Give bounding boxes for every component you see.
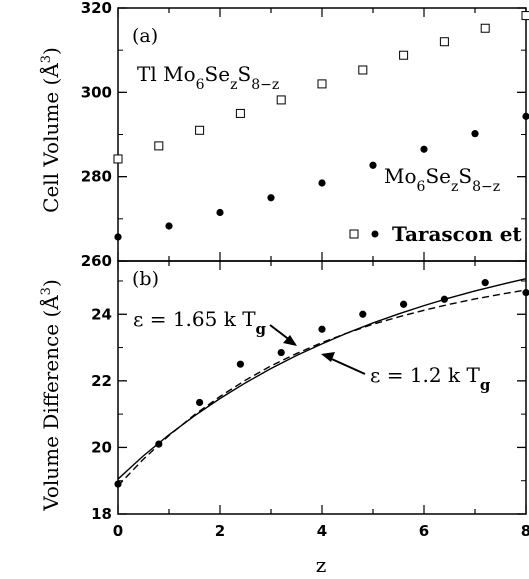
point-b-0-6 bbox=[359, 310, 367, 318]
x-tick-label-4: 8 bbox=[521, 522, 529, 540]
x-tick-label-1: 2 bbox=[215, 522, 225, 540]
panel-a-label: (a) bbox=[132, 25, 158, 47]
point-a-0-7 bbox=[399, 50, 409, 60]
point-a-0-4 bbox=[276, 95, 286, 105]
arrowhead-eps-1-65 bbox=[283, 335, 297, 346]
tl-compound-label: Tl Mo6SezS8−z bbox=[137, 62, 279, 93]
legend-label-tarascon: Tarascon et al. bbox=[392, 222, 529, 246]
panel-b-frame bbox=[117, 260, 527, 515]
legend: Tarascon et al. bbox=[349, 222, 529, 246]
curve-b-2 bbox=[117, 289, 527, 487]
x-tick-label-3: 6 bbox=[419, 522, 429, 540]
y-tick-label-a-3: 320 bbox=[81, 0, 112, 17]
point-a-1-5 bbox=[369, 161, 377, 169]
panel-b-marks bbox=[114, 277, 529, 488]
panel-a-ticks: 260 280 300 320 bbox=[81, 0, 527, 270]
point-a-1-6 bbox=[420, 145, 428, 153]
point-a-0-3 bbox=[235, 108, 245, 118]
point-a-1-0 bbox=[114, 233, 122, 241]
point-b-0-3 bbox=[236, 360, 244, 368]
y-tick-label-b-1: 20 bbox=[91, 438, 112, 456]
point-b-0-7 bbox=[400, 300, 408, 308]
panel-a-ylabel: Cell Volume (Å3) bbox=[38, 47, 63, 213]
legend-open-square-marker bbox=[349, 229, 359, 239]
point-b-0-9 bbox=[481, 279, 489, 287]
point-a-0-5 bbox=[317, 79, 327, 89]
point-a-0-6 bbox=[358, 65, 368, 75]
x-tick-label-2: 4 bbox=[317, 522, 327, 540]
point-a-1-8 bbox=[522, 112, 529, 120]
legend-filled-circle-marker bbox=[371, 230, 379, 238]
point-b-0-5 bbox=[318, 325, 326, 333]
point-a-0-1 bbox=[154, 141, 164, 151]
point-a-0-9 bbox=[480, 23, 490, 33]
point-a-0-2 bbox=[195, 125, 205, 135]
y-tick-label-a-0: 260 bbox=[81, 252, 112, 270]
y-tick-label-b-2: 22 bbox=[91, 372, 112, 390]
point-a-1-7 bbox=[471, 130, 479, 138]
annotation-eps-1-2: ε = 1.2 k Tg bbox=[321, 352, 491, 394]
x-axis-label: z bbox=[316, 553, 327, 577]
point-a-0-10 bbox=[521, 11, 529, 21]
x-tick-label-0: 0 bbox=[113, 522, 123, 540]
point-a-0-8 bbox=[439, 37, 449, 47]
point-b-0-10 bbox=[522, 289, 529, 297]
arrowhead-eps-1-2 bbox=[321, 352, 335, 362]
y-tick-label-a-1: 280 bbox=[81, 168, 112, 186]
svg-text:ε = 1.65 k Tg: ε = 1.65 k Tg bbox=[133, 307, 267, 338]
point-b-0-0 bbox=[114, 480, 122, 488]
panel-b-label: (b) bbox=[132, 268, 159, 290]
panel-b-ylabel: Volume Difference (Å3) bbox=[38, 279, 63, 512]
svg-text:ε = 1.2 k Tg: ε = 1.2 k Tg bbox=[370, 363, 491, 394]
annotation-eps-1-65: ε = 1.65 k Tg bbox=[133, 307, 297, 346]
point-a-1-2 bbox=[216, 208, 224, 217]
point-a-1-1 bbox=[165, 222, 173, 230]
point-b-0-2 bbox=[196, 398, 204, 407]
mo-compound-label: Mo6SezS8−z bbox=[384, 164, 500, 195]
panel-a-marks bbox=[113, 11, 529, 241]
panel-a: 260 280 300 320 (a) Tl Mo6SezS8−z Mo6SezS8−… bbox=[38, 0, 529, 270]
point-a-1-4 bbox=[318, 179, 326, 187]
y-tick-label-b-0: 18 bbox=[91, 505, 112, 523]
y-tick-label-b-3: 24 bbox=[91, 305, 112, 323]
point-b-0-4 bbox=[277, 348, 285, 357]
point-a-1-3 bbox=[267, 194, 275, 202]
y-tick-label-a-2: 300 bbox=[81, 83, 112, 101]
point-a-0-0 bbox=[113, 154, 123, 164]
